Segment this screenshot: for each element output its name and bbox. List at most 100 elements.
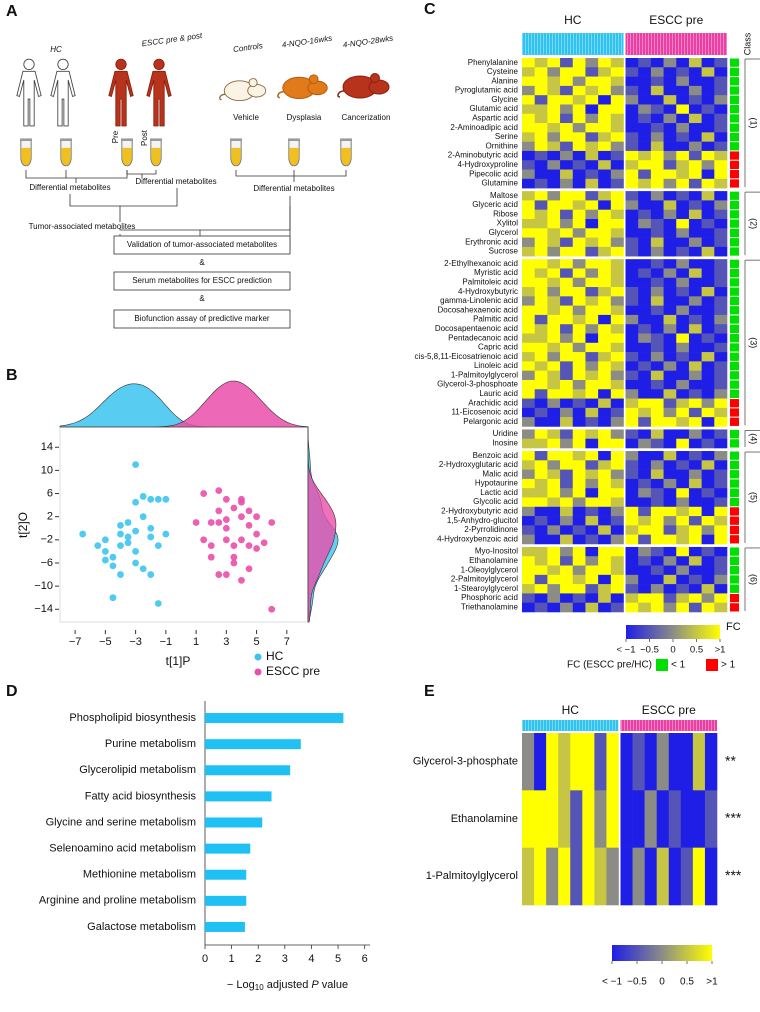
heatmap-cell bbox=[547, 516, 561, 526]
heatmap-cell bbox=[610, 516, 624, 526]
data-point bbox=[245, 565, 253, 573]
heatmap-cell bbox=[638, 218, 652, 229]
heatmap-cell bbox=[701, 333, 715, 344]
data-point bbox=[154, 495, 162, 503]
heatmap-cell bbox=[688, 438, 702, 449]
step-label: Differential metabolites bbox=[135, 177, 216, 186]
heatmap-cell bbox=[560, 104, 574, 115]
heatmap-cell bbox=[610, 602, 624, 613]
heatmap-cell bbox=[534, 342, 548, 353]
heatmap-cell bbox=[625, 407, 639, 418]
heatmap-cell bbox=[572, 95, 586, 105]
heatmap-cell bbox=[688, 314, 702, 325]
row-label: Sucrose bbox=[489, 247, 519, 256]
heatmap-cell bbox=[663, 342, 677, 353]
data-point bbox=[222, 536, 230, 544]
heatmap-cell bbox=[547, 593, 561, 603]
heatmap-cell bbox=[572, 565, 586, 576]
heatmap-cell bbox=[701, 200, 715, 210]
heatmap-cell bbox=[688, 191, 702, 201]
colorbar-tick-label: 0 bbox=[670, 645, 675, 656]
heatmap-cell bbox=[663, 516, 677, 526]
row-label: Malic acid bbox=[482, 469, 518, 478]
heatmap-cell bbox=[522, 150, 535, 161]
heatmap-cell bbox=[572, 67, 586, 77]
heatmap-cell bbox=[534, 324, 548, 334]
heatmap-cell bbox=[676, 451, 690, 461]
tube-icon bbox=[20, 138, 32, 167]
heatmap-cell bbox=[610, 460, 624, 470]
heatmap-cell bbox=[598, 123, 612, 133]
heatmap-cell bbox=[522, 85, 535, 96]
heatmap-cell bbox=[701, 584, 715, 594]
heatmap-cell bbox=[714, 314, 728, 325]
heatmap-cell bbox=[663, 277, 677, 288]
heatmap-cell bbox=[701, 67, 715, 77]
row-label: Arachidic acid bbox=[468, 398, 518, 407]
heatmap-cell bbox=[714, 516, 728, 526]
column-group-label: HC bbox=[562, 703, 580, 717]
heatmap-cell bbox=[522, 478, 535, 489]
heatmap-cell bbox=[676, 191, 690, 201]
y-tick-label: −2 bbox=[40, 534, 53, 546]
heatmap-cell bbox=[522, 389, 535, 399]
y-tick-label: −10 bbox=[34, 580, 53, 592]
heatmap-cell bbox=[547, 451, 561, 461]
heatmap-cell bbox=[598, 417, 612, 427]
heatmap-cell bbox=[638, 488, 652, 498]
heatmap-cell bbox=[620, 847, 633, 906]
heatmap-cell bbox=[688, 178, 702, 189]
heatmap-cell bbox=[522, 790, 535, 848]
heatmap-cell bbox=[701, 191, 715, 201]
data-point bbox=[124, 539, 132, 547]
heatmap-cell bbox=[594, 733, 607, 791]
heatmap-cell bbox=[598, 58, 612, 68]
fc-class-marker bbox=[730, 516, 739, 525]
fc-class-marker bbox=[730, 77, 739, 86]
heatmap-cell bbox=[704, 790, 718, 848]
column-group-bar-texture bbox=[522, 33, 624, 55]
colorbar-tick-label: >1 bbox=[715, 645, 726, 656]
fc-class-marker bbox=[730, 488, 739, 497]
heatmap-cell bbox=[534, 191, 548, 201]
heatmap-cell bbox=[522, 113, 535, 124]
heatmap-cell bbox=[676, 488, 690, 498]
heatmap-cell bbox=[560, 277, 574, 288]
colorbar bbox=[612, 945, 712, 961]
heatmap-cell bbox=[522, 287, 535, 297]
model-label: Cancerization bbox=[342, 113, 391, 122]
heatmap-cell bbox=[572, 546, 586, 557]
heatmap-cell bbox=[534, 556, 548, 566]
heatmap-cell bbox=[714, 451, 728, 461]
heatmap-cell bbox=[714, 574, 728, 585]
heatmap-cell bbox=[676, 593, 690, 603]
heatmap-cell bbox=[560, 314, 574, 325]
data-point bbox=[230, 542, 238, 550]
heatmap-cell bbox=[688, 497, 702, 508]
heatmap-cell bbox=[610, 218, 624, 229]
data-point bbox=[238, 498, 245, 506]
heatmap-cell bbox=[547, 361, 561, 371]
heatmap-cell bbox=[610, 67, 624, 77]
heatmap-cell bbox=[650, 497, 664, 508]
heatmap-cell bbox=[610, 314, 624, 325]
heatmap-cell bbox=[522, 556, 535, 566]
heatmap-cell bbox=[676, 516, 690, 526]
heatmap-cell bbox=[534, 160, 548, 170]
y-tick-label: −6 bbox=[40, 557, 53, 569]
heatmap-cell bbox=[560, 602, 574, 613]
group-label: (3) bbox=[749, 337, 759, 348]
heatmap-cell bbox=[547, 200, 561, 210]
heatmap-cell bbox=[625, 200, 639, 210]
data-point bbox=[147, 533, 155, 541]
heatmap-cell bbox=[572, 132, 586, 142]
heatmap-cell bbox=[585, 132, 599, 142]
heatmap-cell bbox=[572, 123, 586, 133]
heatmap-cell bbox=[714, 113, 728, 124]
heatmap-cell bbox=[625, 150, 639, 161]
fc-class-marker bbox=[730, 417, 739, 426]
heatmap-cell bbox=[598, 85, 612, 96]
heatmap-cell bbox=[625, 191, 639, 201]
row-label: Phenylalanine bbox=[468, 58, 519, 67]
heatmap-cell bbox=[650, 534, 664, 545]
